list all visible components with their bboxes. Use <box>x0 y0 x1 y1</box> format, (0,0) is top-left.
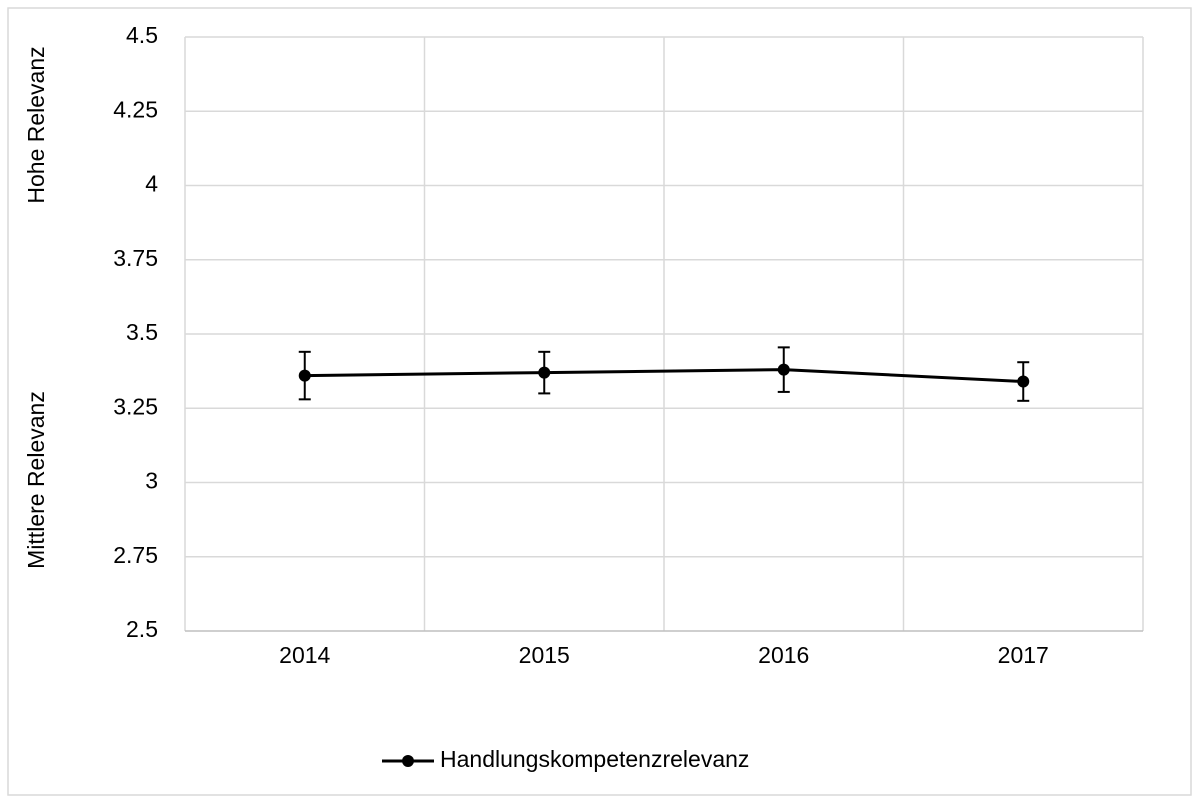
legend-marker <box>402 755 414 767</box>
y-tick-label: 4 <box>145 171 158 197</box>
y-tick-label: 3.75 <box>113 245 158 271</box>
point-marker <box>1017 375 1030 388</box>
point-marker <box>298 369 311 382</box>
x-tick-label: 2017 <box>998 642 1049 668</box>
y-axis-label: Mittlere Relevanz <box>23 391 49 569</box>
y-tick-label: 4.5 <box>126 22 158 48</box>
x-tick-label: 2014 <box>279 642 330 668</box>
y-tick-label: 2.5 <box>126 616 158 642</box>
y-tick-label: 2.75 <box>113 542 158 568</box>
y-axis-label: Hohe Relevanz <box>23 46 49 203</box>
point-marker <box>777 363 790 376</box>
y-tick-label: 3.5 <box>126 319 158 345</box>
y-tick-label: 3 <box>145 468 158 494</box>
x-tick-label: 2016 <box>758 642 809 668</box>
point-marker <box>538 366 551 379</box>
y-tick-label: 4.25 <box>113 96 158 122</box>
legend-label: Handlungskompetenzrelevanz <box>440 746 749 772</box>
chart-frame <box>7 7 1192 796</box>
x-tick-label: 2015 <box>519 642 570 668</box>
y-tick-label: 3.25 <box>113 393 158 419</box>
series-line <box>304 368 1024 384</box>
